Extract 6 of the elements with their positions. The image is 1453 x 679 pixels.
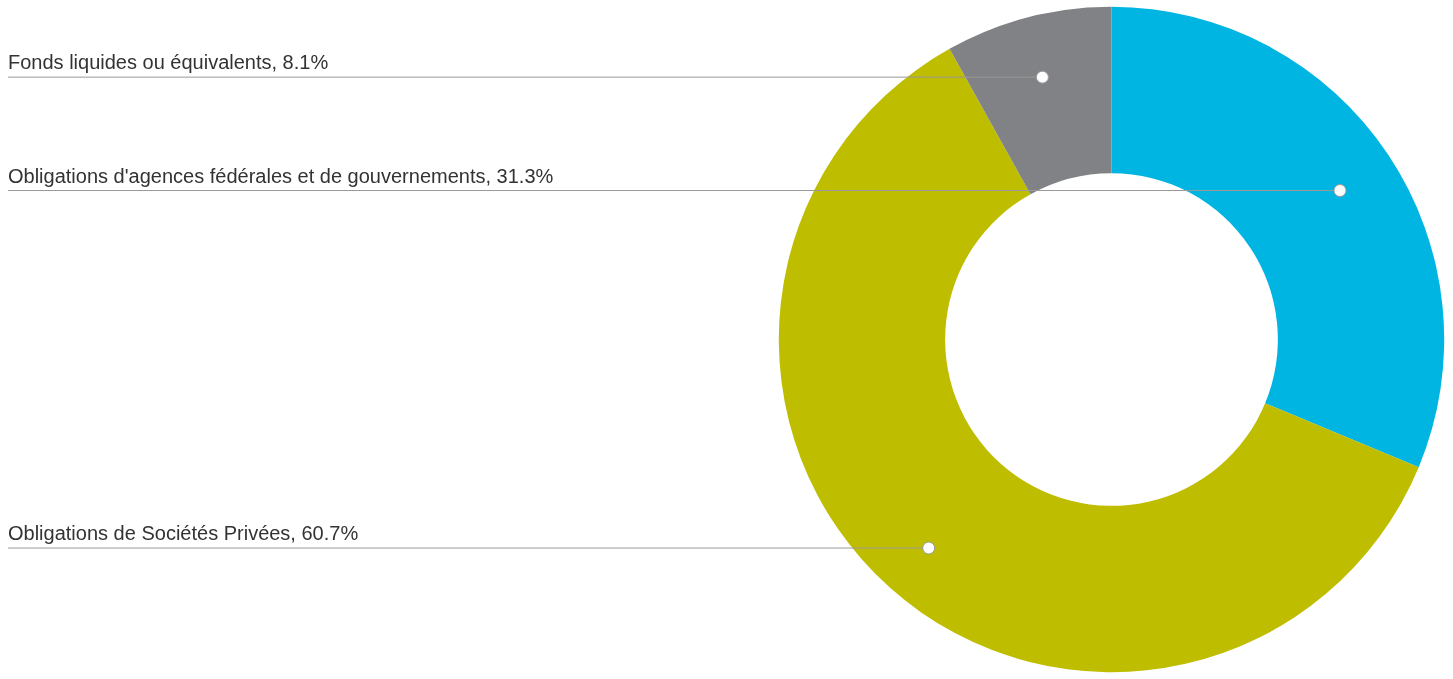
donut-slice <box>779 48 1419 673</box>
slice-label: Obligations de Sociétés Privées, 60.7% <box>8 522 359 544</box>
donut-slice <box>1111 6 1445 468</box>
slice-label: Obligations d'agences fédérales et de gouvernements, 31.3% <box>8 165 554 187</box>
slice-label: Fonds liquides ou équivalents, 8.1% <box>8 51 329 73</box>
donut-slice <box>949 6 1112 195</box>
